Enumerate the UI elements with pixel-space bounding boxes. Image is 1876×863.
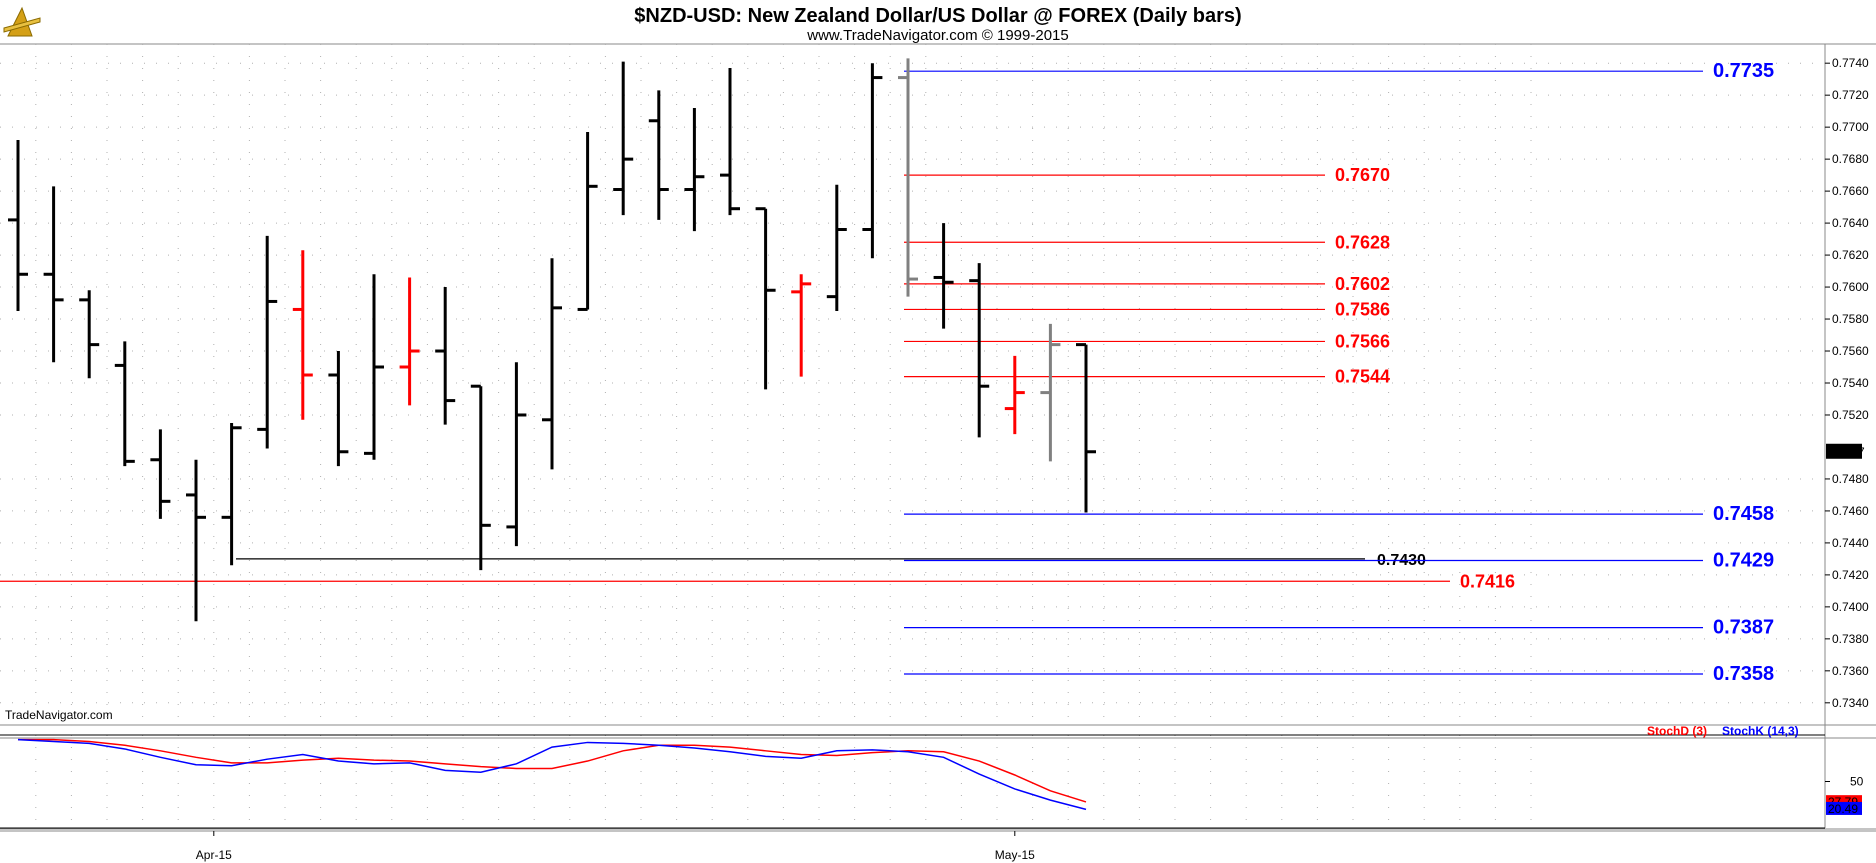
y-tick-label: 0.7660 — [1832, 184, 1869, 198]
y-tick-label: 0.7380 — [1832, 632, 1869, 646]
x-axis: Apr-15 May-15 — [0, 830, 1876, 862]
level-label-0-7416: 0.7416 — [1460, 571, 1515, 591]
ohlc-bar — [150, 429, 171, 519]
ohlc-bar — [791, 274, 812, 377]
y-tick-label: 0.7620 — [1832, 248, 1869, 262]
ohlc-bar — [8, 139, 28, 312]
ohlc-bar — [470, 384, 491, 571]
level-label-0-7602: 0.7602 — [1335, 274, 1390, 294]
ohlc-bar — [969, 263, 990, 438]
y-tick-label: 0.7640 — [1832, 216, 1869, 230]
y-tick-label: 0.7520 — [1832, 408, 1869, 422]
price-panel: 0.7740 0.7720 0.7700 0.7680 0.7660 0.7640 0.76… — [0, 43, 1876, 828]
y-tick-label: 0.7440 — [1832, 536, 1869, 550]
legend-stochd: StochD (3) — [1647, 724, 1707, 738]
ohlc-bar — [292, 250, 313, 420]
ohlc-bar — [542, 258, 562, 470]
ohlc-bar — [79, 290, 100, 379]
level-label-0-7566: 0.7566 — [1335, 331, 1390, 351]
ohlc-bar — [720, 67, 740, 216]
level-label-0-7387: 0.7387 — [1713, 617, 1774, 639]
ohlc-bar — [1040, 323, 1061, 462]
ohlc-bar — [613, 61, 634, 216]
y-tick-label: 0.7360 — [1832, 664, 1869, 678]
ohlc-bar — [221, 422, 242, 566]
y-tick-label: 0.7340 — [1832, 696, 1869, 710]
y-tick-label: 0.7700 — [1832, 120, 1869, 134]
x-tick-label: May-15 — [995, 848, 1035, 862]
ohlc-bar — [577, 131, 598, 311]
chart-subtitle: www.TradeNavigator.com © 1999-2015 — [806, 27, 1068, 44]
stoch-y-tick-label: 50 — [1850, 775, 1864, 789]
ohlc-bar — [1076, 343, 1096, 513]
ohlc-bar — [684, 107, 705, 232]
ohlc-bar — [648, 90, 669, 220]
ohlc-bar — [435, 287, 456, 425]
ohlc-bar — [43, 186, 64, 363]
y-tick-label: 0.7680 — [1832, 152, 1869, 166]
level-label-0-7429: 0.7429 — [1713, 549, 1774, 571]
ohlc-bar — [186, 459, 206, 622]
ohlc-bar — [506, 362, 527, 547]
y-tick-label: 0.7540 — [1832, 376, 1869, 390]
ohlc-bar — [364, 274, 384, 460]
chart-title: $NZD-USD: New Zealand Dollar/US Dollar @… — [634, 5, 1241, 27]
x-tick-label: Apr-15 — [196, 848, 232, 862]
ohlc-bar — [257, 235, 278, 449]
ohlc-bar — [399, 277, 420, 406]
logo-icon — [3, 6, 41, 37]
ohlc-bar — [826, 184, 847, 312]
y-tick-label: 0.7480 — [1832, 472, 1869, 486]
level-label-0-7544: 0.7544 — [1335, 367, 1390, 387]
ohlc-bar — [862, 63, 883, 259]
level-label-0-7358: 0.7358 — [1713, 663, 1774, 685]
y-tick-label: 0.7600 — [1832, 280, 1869, 294]
last-price-box — [1826, 443, 1862, 459]
y-tick-label: 0.7460 — [1832, 504, 1869, 518]
level-label-0-7458: 0.7458 — [1713, 503, 1774, 525]
legend-stochk: StochK (14,3) — [1722, 724, 1799, 738]
y-tick-label: 0.7420 — [1832, 568, 1869, 582]
level-label-0-7670: 0.7670 — [1335, 165, 1390, 185]
ohlc-bar — [328, 351, 349, 467]
ohlc-bar — [933, 223, 954, 329]
stochk-readout-box — [1826, 801, 1862, 815]
ohlc-bar — [1004, 355, 1025, 435]
y-tick-label: 0.7740 — [1832, 56, 1869, 70]
level-label-0-7735: 0.7735 — [1713, 60, 1774, 82]
stoch-line-blue — [17, 738, 1087, 811]
last-price-label: 0.7497 — [1828, 445, 1865, 459]
ohlc-bar — [755, 207, 776, 390]
stoch-line-red — [18, 738, 1087, 803]
stochk-readout: 20.49 — [1828, 802, 1858, 816]
ohlc-bar — [114, 341, 135, 467]
ohlc-bar — [898, 58, 918, 297]
y-tick-label: 0.7560 — [1832, 344, 1869, 358]
y-tick-label: 0.7400 — [1832, 600, 1869, 614]
y-tick-label: 0.7720 — [1832, 88, 1869, 102]
level-label-0-7628: 0.7628 — [1335, 232, 1390, 252]
watermark: TradeNavigator.com — [5, 708, 113, 722]
level-label-0-7586: 0.7586 — [1335, 299, 1390, 319]
y-tick-label: 0.7580 — [1832, 312, 1869, 326]
